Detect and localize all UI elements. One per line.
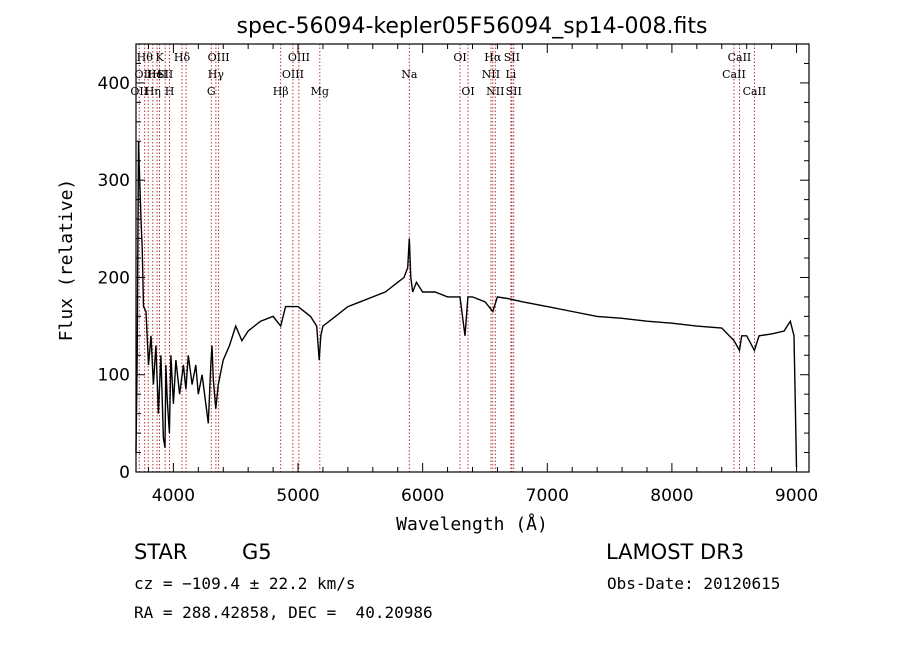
spectral-line-label: NII xyxy=(486,85,504,98)
y-tick-label: 0 xyxy=(119,463,130,483)
x-axis-ticks: 4000 5000 6000 7000 8000 9000 xyxy=(147,44,818,506)
object-subclass: G5 xyxy=(242,540,272,564)
spectral-line-label: Hα xyxy=(484,51,502,64)
survey-name: LAMOST DR3 xyxy=(606,540,745,564)
spectral-line-label: OIII xyxy=(282,68,304,81)
chart-title: spec-56094-kepler05F56094_sp14-008.fits xyxy=(237,14,708,39)
spectral-line-label: Hβ xyxy=(273,85,289,98)
spectral-line-label: H xyxy=(165,85,175,98)
spectral-line-label: Mg xyxy=(311,85,329,98)
spectral-line-label: CaII xyxy=(722,68,746,81)
spectral-line-label: CaII xyxy=(728,51,752,64)
y-axis-ticks: 0 100 200 300 400 xyxy=(98,43,809,483)
y-tick-label: 200 xyxy=(98,268,130,288)
spectral-line-label: K xyxy=(155,51,164,64)
spectral-line-label: OIII xyxy=(288,51,310,64)
y-tick-label: 400 xyxy=(98,74,130,94)
spectral-line-label: SII xyxy=(504,51,520,64)
spectral-line-label: OII xyxy=(130,85,148,98)
spectral-line-label: OI xyxy=(461,85,474,98)
spectral-line-label: OI xyxy=(453,51,466,64)
spectral-line-label: G xyxy=(207,85,216,98)
spectrum-line xyxy=(135,141,798,468)
object-class: STAR xyxy=(134,540,188,564)
spectral-line-label: OIIH xyxy=(135,68,162,81)
spectral-lines-layer xyxy=(138,44,755,472)
spectral-line-label: Li xyxy=(505,68,516,81)
spectral-line-label: SII xyxy=(506,85,522,98)
spectral-line-label: Na xyxy=(401,68,418,81)
spectral-line-labels: OII Hθ OIIH Hη HeI K SII H Hδ G Hγ OIII Hβ OIII OIII Mg… xyxy=(130,51,766,98)
x-tick-label: 8000 xyxy=(650,486,693,506)
x-tick-label: 5000 xyxy=(276,486,319,506)
redshift-velocity: cz = −109.4 ± 22.2 km/s xyxy=(134,574,356,593)
spectral-line-label: NII xyxy=(482,68,500,81)
spectral-line-label: Hδ xyxy=(174,51,191,64)
x-tick-label: 6000 xyxy=(401,486,444,506)
y-axis-label: Flux (relative) xyxy=(56,179,77,342)
x-tick-label: 4000 xyxy=(152,486,195,506)
spectral-line-label: Hθ xyxy=(137,51,154,64)
x-axis-label: Wavelength (Å) xyxy=(396,513,548,535)
y-tick-label: 300 xyxy=(98,171,130,191)
spectral-line-label: SII xyxy=(157,68,173,81)
spectral-line-label: Hη xyxy=(145,85,161,98)
spectral-line-label: CaII xyxy=(743,85,767,98)
coordinates: RA = 288.42858, DEC = 40.20986 xyxy=(134,603,433,622)
spectral-line-label: Hγ xyxy=(208,68,225,81)
spectral-line-label: OIII xyxy=(208,51,230,64)
y-tick-label: 100 xyxy=(98,366,130,386)
plot-frame xyxy=(135,43,810,473)
x-tick-label: 9000 xyxy=(775,486,818,506)
x-tick-label: 7000 xyxy=(526,486,569,506)
spectral-line-label: HeI xyxy=(147,68,167,81)
observation-date: Obs-Date: 20120615 xyxy=(607,574,781,593)
